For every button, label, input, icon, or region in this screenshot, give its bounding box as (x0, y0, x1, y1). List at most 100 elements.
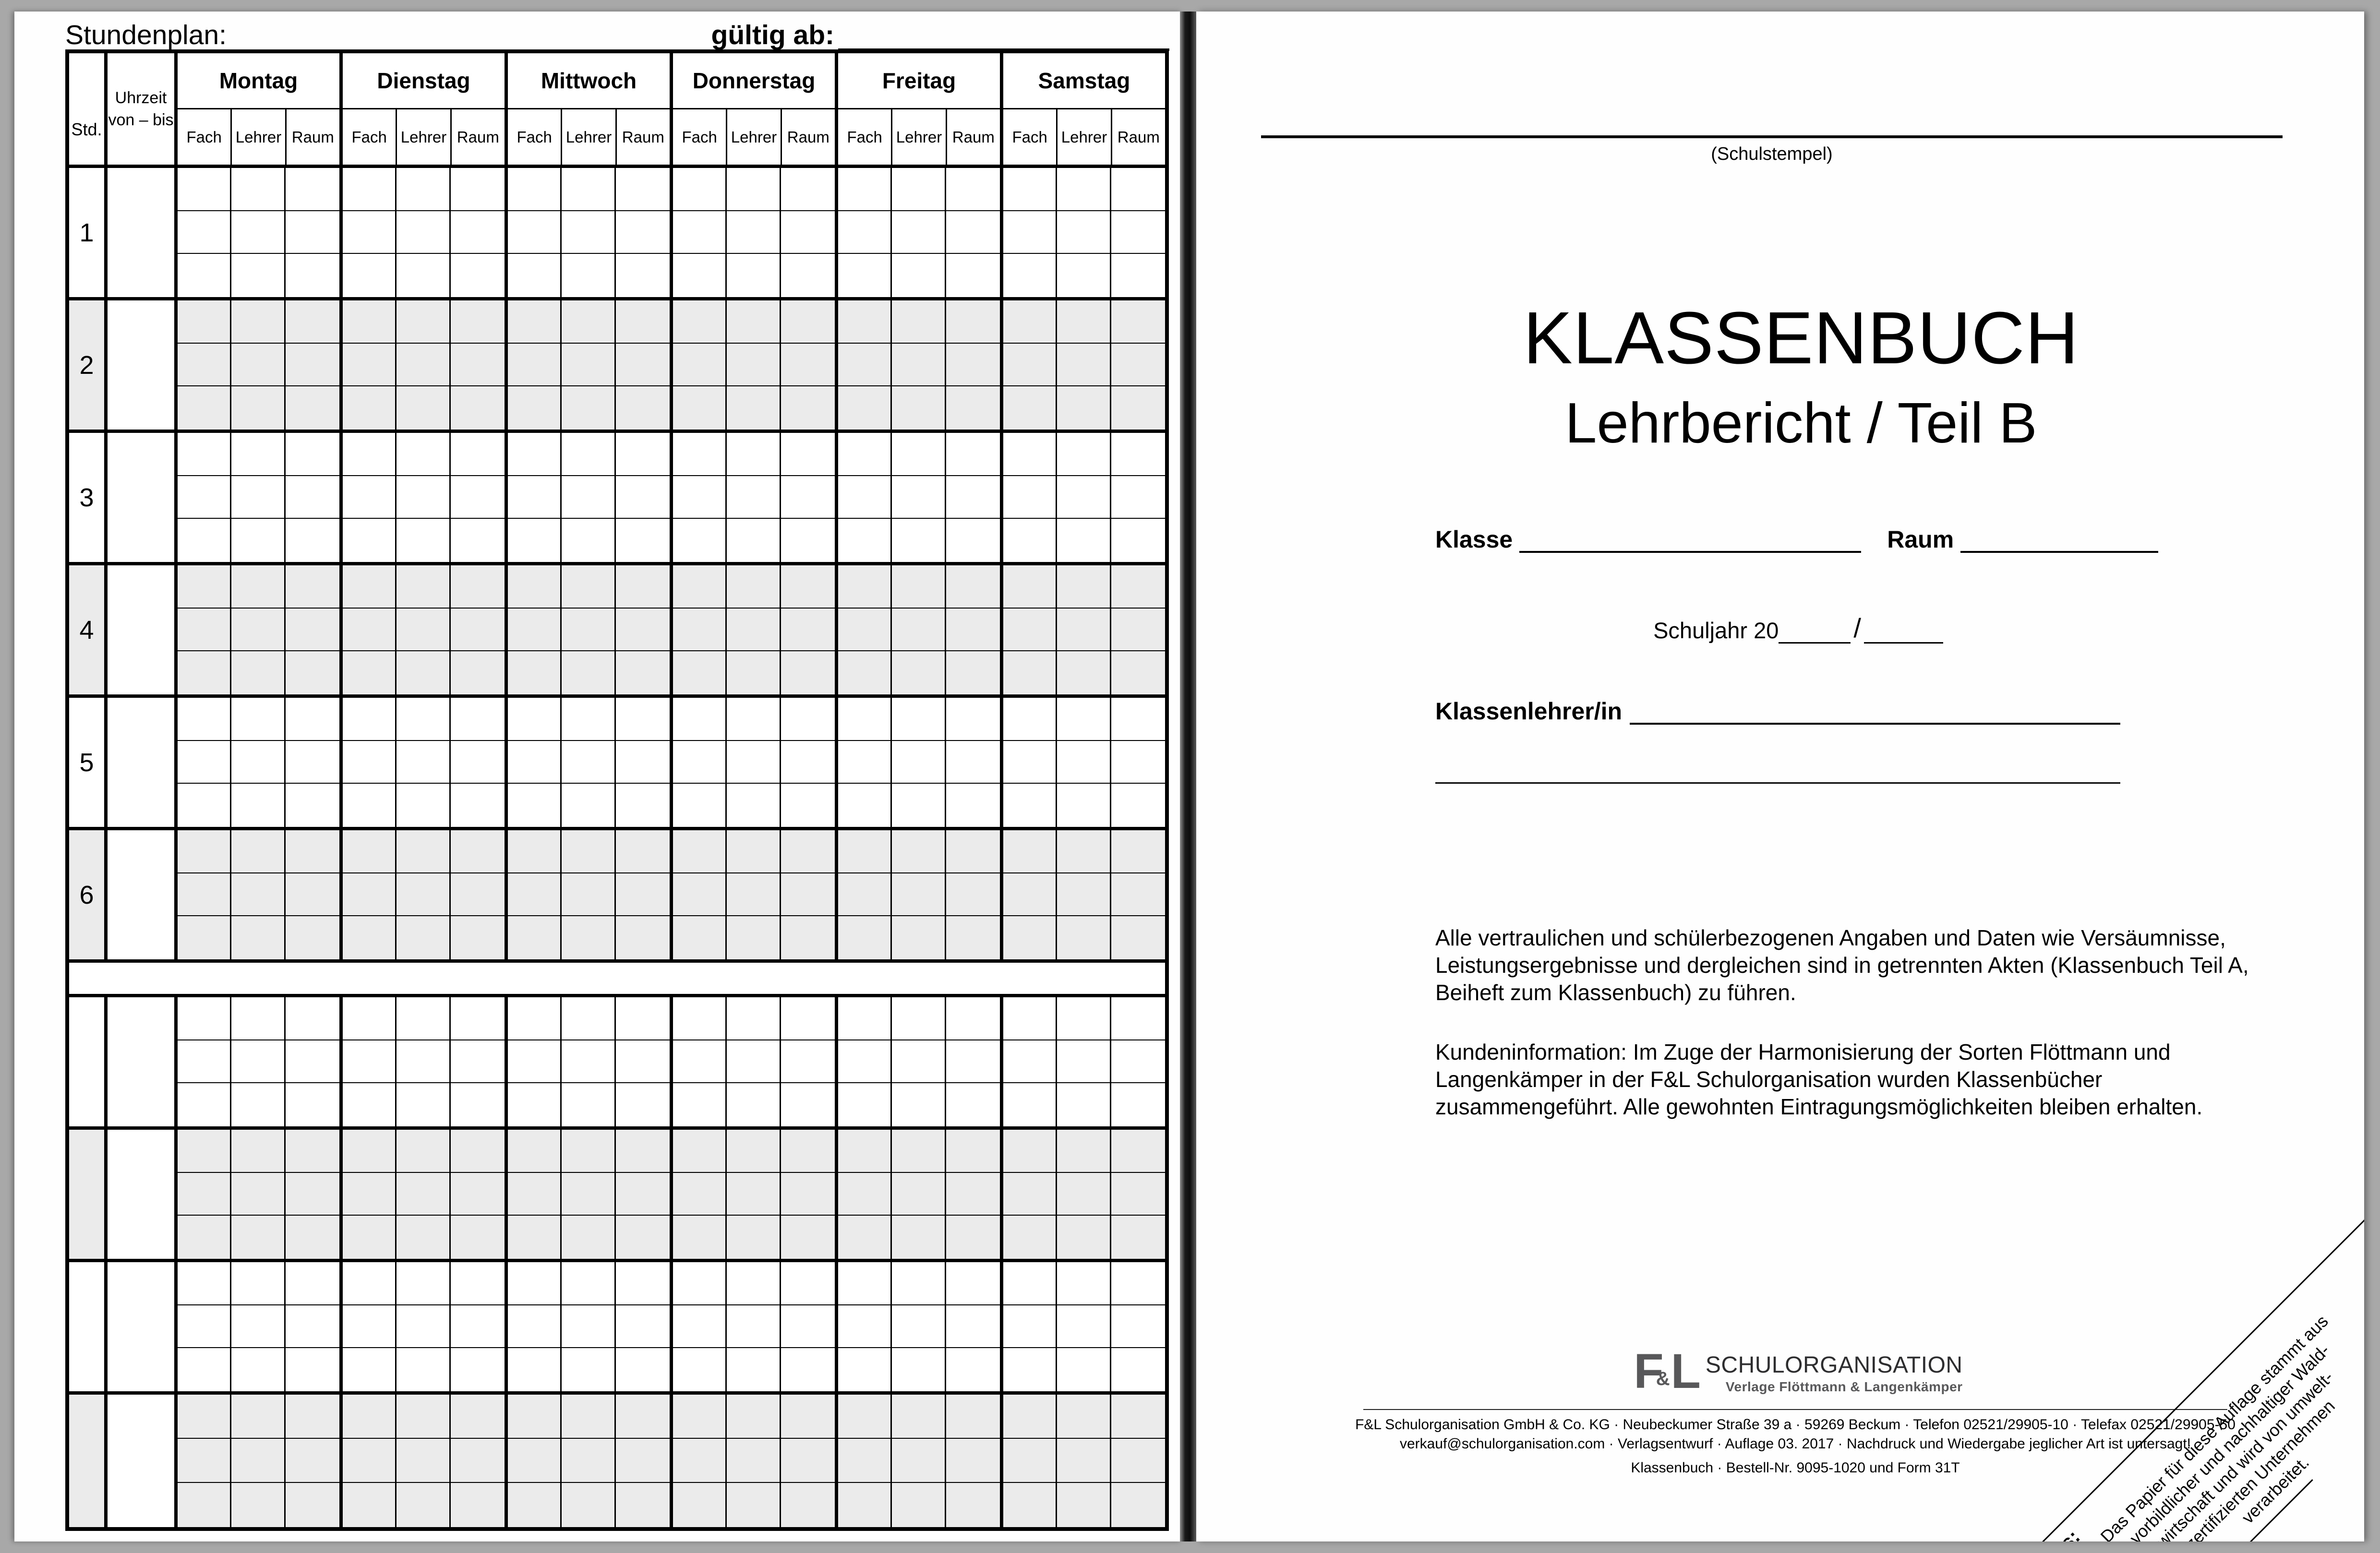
timetable-cell (285, 168, 339, 211)
timetable-cell (1003, 1216, 1058, 1259)
timetable-cell (838, 997, 892, 1040)
timetable-cell (781, 609, 835, 652)
timetable-cell (397, 1305, 451, 1349)
class-teacher-row: Klassenlehrer/in (1435, 698, 2120, 725)
timetable-cell (285, 873, 339, 917)
day-entry-block-mittwoch (508, 565, 673, 694)
day-name-label: Dienstag (343, 53, 505, 109)
timetable-cell (178, 1040, 232, 1084)
timetable-cell (231, 519, 286, 562)
timetable-cell (450, 565, 505, 609)
timetable-cell (343, 873, 397, 917)
timetable-cell (1003, 1130, 1058, 1173)
subcolumn-label-lehrer: Lehrer (397, 109, 452, 165)
timetable-cell (231, 254, 286, 297)
timetable-cell (838, 1305, 892, 1349)
timetable-cell (727, 476, 781, 519)
timetable-cell (1111, 741, 1165, 784)
column-header-day-freitag: Freitag Fach Lehrer Raum (838, 53, 1003, 165)
monogram-f: F (1634, 1344, 1664, 1398)
timetable-cell (615, 168, 670, 211)
timetable-cell (562, 519, 616, 562)
timetable-cell (286, 386, 339, 430)
timetable-cell (1057, 386, 1111, 430)
timetable-cell (1003, 698, 1058, 741)
timetable-cell (838, 608, 892, 652)
timetable-cell (838, 565, 892, 609)
timetable-cell (1111, 433, 1165, 476)
subcolumn-label-fach: Fach (1003, 109, 1058, 165)
school-stamp-line (1261, 135, 2283, 138)
timetable-cell (397, 565, 451, 609)
timetable-cell (1111, 300, 1165, 344)
timetable-cell (946, 344, 1000, 387)
timetable-cell (231, 784, 286, 827)
timetable-cell (508, 916, 562, 959)
timetable-cell (781, 565, 835, 609)
timetable-cell (616, 1348, 670, 1391)
timetable-cell (838, 433, 892, 476)
day-name-label: Mittwoch (508, 53, 670, 109)
timetable-cell (1111, 211, 1165, 254)
subcolumn-label-raum: Raum (952, 128, 995, 146)
timetable-cell (285, 1305, 339, 1349)
timetable-cell (397, 343, 451, 387)
period-number-cell: 4 (69, 565, 108, 694)
timetable-cell (1003, 1305, 1058, 1349)
valid-from-label: gültig ab: (711, 20, 834, 50)
timetable-cell (892, 1395, 946, 1439)
day-entry-block-montag (178, 300, 343, 430)
timetable-cell (450, 300, 505, 344)
subcolumn-label-lehrer: Lehrer (232, 109, 287, 165)
timetable-cell (673, 1348, 727, 1391)
timetable-cell (1003, 1083, 1058, 1126)
timetable-cell (397, 1395, 451, 1439)
timetable-cell (1003, 211, 1058, 254)
timetable-cell (673, 1262, 727, 1305)
timetable-cell (450, 1130, 505, 1173)
timetable-cell (838, 651, 892, 694)
timetable-cell (562, 1439, 616, 1483)
timetable-cell (781, 344, 835, 387)
day-entry-block-montag (178, 698, 343, 827)
timetable-cell (781, 830, 835, 873)
timetable-cell (178, 1216, 232, 1259)
timetable-cell (727, 1130, 781, 1173)
day-entry-block-freitag (838, 698, 1003, 827)
subcolumn-label-fach: Fach (673, 109, 728, 165)
day-entry-block-samstag (1003, 300, 1165, 430)
timetable-cell (343, 343, 397, 387)
timetable-cell (781, 1348, 835, 1391)
column-header-day-mittwoch: Mittwoch Fach Lehrer Raum (508, 53, 673, 165)
day-entry-block-samstag (1003, 1130, 1165, 1259)
day-name-label: Donnerstag (673, 53, 835, 109)
timetable-cell (1057, 254, 1111, 297)
timetable-cell (562, 1040, 616, 1084)
day-entry-block-dienstag (343, 565, 508, 694)
timetable-cell (1003, 1483, 1058, 1527)
timetable-cell (1111, 1130, 1165, 1173)
timetable-cell (1111, 873, 1165, 917)
timetable-cell (343, 386, 397, 430)
timetable-cell (615, 997, 670, 1040)
timetable-cell (838, 1348, 892, 1391)
timetable-cell (508, 519, 562, 562)
school-stamp-caption: (Schulstempel) (1711, 144, 1833, 164)
timetable-cell (178, 784, 232, 827)
day-entry-block-samstag (1003, 1262, 1165, 1391)
timetable-cell (892, 741, 946, 784)
timetable-cell (673, 1305, 727, 1349)
timetable-cell (892, 1130, 946, 1173)
timetable-cell (946, 1395, 1000, 1439)
timetable-cell (508, 1483, 562, 1527)
timetable-period-row (69, 1395, 1165, 1527)
timetable-cell (946, 386, 1000, 430)
monogram-l: L (1671, 1344, 1701, 1398)
timetable-cell (562, 433, 616, 476)
period-number-cell (69, 1395, 108, 1527)
timetable-cell (508, 1083, 562, 1126)
timetable-cell (450, 344, 505, 387)
timetable-cell (450, 476, 505, 519)
timetable-cell (562, 211, 616, 254)
timetable-cell (451, 1083, 505, 1126)
